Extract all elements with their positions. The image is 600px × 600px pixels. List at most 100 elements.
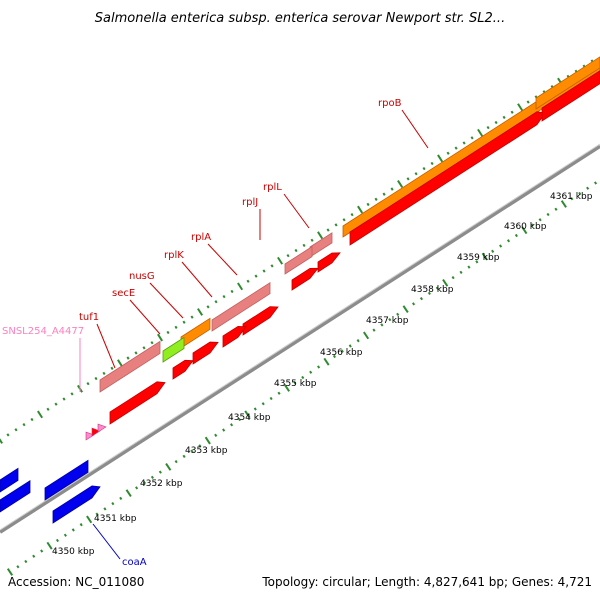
gene-labels: rpoB rplL rplJ rplA rplK nusG secE tuf1 SNSL254_…	[2, 98, 429, 568]
rplL-red-gene	[317, 252, 341, 273]
secE-leader-line	[129, 299, 161, 335]
tick-mark	[521, 226, 528, 235]
tick-mark	[514, 233, 518, 238]
tick-mark	[486, 125, 490, 130]
tick-mark	[546, 212, 550, 217]
tick-mark	[126, 356, 130, 360]
scale-label: 4351 kbp	[94, 514, 137, 524]
tick-mark	[477, 128, 484, 137]
rrna-band-upper	[535, 56, 600, 110]
tick-mark	[348, 344, 352, 348]
tuf1-gene	[99, 340, 161, 393]
rplL-label: rplL	[263, 182, 282, 193]
tick-mark	[435, 286, 439, 290]
tick-mark	[197, 308, 204, 316]
rpoB-gene	[349, 111, 546, 246]
tick-mark	[427, 291, 431, 296]
tick-mark	[94, 376, 98, 381]
blue-gene-left-2	[0, 479, 31, 513]
tick-mark	[182, 454, 186, 458]
tick-mark	[71, 528, 75, 532]
rplA-red-gene	[242, 306, 279, 336]
tick-mark	[382, 192, 386, 196]
tick-mark	[166, 330, 170, 335]
accession-text: Accession: NC_011080	[8, 575, 144, 589]
snsl-label: SNSL254_A4477	[2, 326, 84, 337]
scale-label: 4361 kbp	[550, 192, 593, 202]
tick-mark	[530, 223, 534, 227]
tick-mark	[570, 197, 574, 201]
tick-mark	[214, 300, 218, 304]
tick-mark	[0, 438, 3, 444]
tick-mark	[388, 318, 392, 322]
tick-mark	[390, 187, 394, 191]
tick-mark	[323, 357, 330, 366]
blue-gene-1	[44, 459, 89, 501]
tick-mark	[204, 436, 211, 445]
tick-mark	[22, 423, 26, 427]
nusG-label: nusG	[129, 271, 155, 282]
scale-labels: 4350 kbp 4351 kbp 4352 kbp 4353 kbp 4354 kbp…	[52, 192, 593, 557]
tick-mark	[459, 270, 463, 274]
tick-mark	[309, 370, 313, 374]
coaA-gene	[52, 485, 101, 524]
secE-label: secE	[112, 288, 135, 299]
tick-mark	[86, 515, 93, 524]
tick-mark	[253, 407, 257, 411]
tick-mark	[24, 559, 28, 564]
tick-mark	[6, 433, 10, 437]
tick-mark	[510, 110, 514, 114]
scale-label: 4358 kbp	[411, 285, 454, 295]
tick-mark	[63, 533, 67, 537]
scale-label: 4357 kbp	[366, 316, 409, 326]
tick-mark	[374, 197, 378, 201]
tick-mark	[332, 354, 336, 359]
tick-mark	[222, 294, 226, 299]
tick-mark	[254, 274, 258, 278]
rplA-leader-line	[207, 243, 238, 276]
tick-mark	[499, 244, 503, 248]
tick-mark	[14, 428, 18, 432]
tick-mark	[454, 146, 458, 150]
tick-mark	[406, 177, 410, 181]
tick-mark	[269, 396, 273, 401]
tick-mark	[294, 248, 298, 253]
rplJ-gene	[284, 245, 313, 275]
tick-mark	[446, 151, 450, 155]
tick-mark	[119, 496, 123, 501]
tick-mark	[277, 256, 284, 265]
tick-mark	[363, 331, 370, 340]
tick-mark	[462, 141, 466, 145]
tick-mark	[206, 305, 210, 309]
secE-red-gene	[172, 359, 194, 380]
tick-mark	[342, 218, 346, 222]
tick-mark	[16, 565, 20, 569]
tick-mark	[182, 320, 186, 324]
tick-mark	[32, 554, 36, 558]
tick-mark	[442, 278, 449, 287]
tick-mark	[46, 541, 53, 550]
coaA-label: coaA	[122, 557, 147, 568]
tuf1-red-gene	[109, 381, 166, 425]
tick-mark	[102, 371, 106, 376]
tick-mark	[37, 410, 44, 419]
tick-mark	[46, 407, 50, 411]
secE-gene	[162, 336, 185, 363]
coaA-leader-line	[92, 523, 121, 560]
scale-label: 4360 kbp	[504, 222, 547, 232]
tick-mark	[357, 205, 364, 214]
tick-mark	[142, 346, 146, 350]
tick-mark	[190, 315, 194, 319]
tick-mark	[334, 223, 338, 227]
tick-mark	[55, 538, 60, 543]
tick-mark	[506, 239, 511, 243]
tick-mark	[150, 341, 154, 345]
tick-mark	[301, 375, 305, 380]
tick-mark	[150, 475, 154, 480]
tick-mark	[158, 470, 162, 474]
tick-mark	[475, 260, 479, 264]
snsl-arrow	[97, 423, 107, 433]
tick-mark	[380, 323, 384, 327]
scale-label: 4359 kbp	[457, 253, 500, 263]
tick-mark	[95, 512, 99, 516]
